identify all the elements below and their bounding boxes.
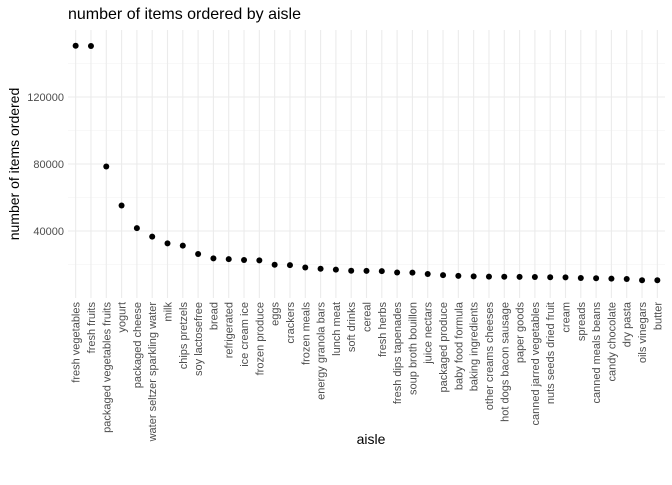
data-point: [654, 277, 661, 284]
data-point: [348, 267, 355, 274]
x-tick-label: cream: [561, 302, 573, 333]
x-tick-label: soy lactosefree: [193, 302, 205, 376]
chart-title: number of items ordered by aisle: [68, 6, 301, 23]
data-point: [72, 42, 79, 49]
data-point: [302, 264, 309, 271]
data-point: [577, 275, 584, 282]
x-tick-label: baking ingredients: [469, 302, 481, 392]
x-tick-label: fresh herbs: [377, 302, 389, 358]
data-point: [378, 268, 385, 275]
x-tick-label: fresh vegetables: [71, 302, 83, 383]
x-tick-label: milk: [163, 302, 175, 322]
x-tick-label: packaged produce: [438, 302, 450, 393]
x-tick-label: nuts seeds dried fruit: [545, 302, 557, 404]
data-point: [363, 267, 370, 274]
data-point: [149, 233, 156, 240]
x-tick-label: soup broth bouillon: [407, 302, 419, 395]
x-tick-label: baby food formula: [453, 301, 465, 390]
data-point: [118, 202, 125, 209]
x-tick-label: fresh dips tapenades: [392, 302, 404, 405]
x-tick-label: candy chocolate: [606, 302, 618, 382]
data-point: [164, 240, 171, 247]
data-point: [409, 269, 416, 276]
y-tick-label: 40000: [33, 226, 64, 238]
x-tick-label: chips pretzels: [178, 302, 190, 370]
x-tick-label: fresh fruits: [86, 302, 98, 354]
x-tick-label: crackers: [285, 302, 297, 344]
data-point: [531, 274, 538, 281]
data-point: [195, 251, 202, 258]
x-tick-label: spreads: [576, 302, 588, 342]
x-tick-label: refrigerated: [224, 302, 236, 358]
data-point: [424, 270, 431, 277]
data-point: [470, 273, 477, 280]
x-tick-label: water seltzer sparkling water: [147, 302, 159, 443]
data-point: [608, 275, 615, 282]
x-tick-label: cereal: [362, 302, 374, 332]
data-point: [547, 274, 554, 281]
y-tick-label: 120000: [27, 92, 64, 104]
data-point: [179, 242, 186, 249]
data-point: [210, 255, 217, 262]
x-tick-label: canned meals beans: [591, 302, 603, 404]
data-point: [593, 275, 600, 282]
x-tick-label: frozen meals: [300, 302, 312, 365]
x-tick-label: frozen produce: [254, 302, 266, 375]
x-tick-label: ice cream ice: [239, 302, 251, 367]
y-axis-title: number of items ordered: [6, 88, 22, 241]
data-point: [623, 275, 630, 282]
data-point: [317, 265, 324, 272]
data-point: [286, 262, 293, 269]
data-point: [87, 42, 94, 49]
data-point: [271, 261, 278, 268]
x-tick-label: soft drinks: [346, 302, 358, 353]
x-tick-label: energy granola bars: [316, 302, 328, 400]
data-point: [516, 273, 523, 280]
data-point: [133, 225, 140, 232]
x-tick-label: packaged vegetables fruits: [101, 302, 113, 433]
data-point: [639, 277, 646, 284]
x-tick-label: oils vinegars: [637, 302, 649, 364]
data-point: [440, 272, 447, 279]
x-tick-label: hot dogs bacon sausage: [499, 302, 511, 422]
data-point: [241, 257, 248, 264]
y-tick-label: 80000: [33, 159, 64, 171]
x-tick-label: lunch meat: [331, 302, 343, 356]
data-point: [562, 274, 569, 281]
data-point: [501, 273, 508, 280]
data-point: [225, 256, 232, 263]
data-points: [72, 42, 661, 284]
data-point: [394, 269, 401, 276]
x-axis-tick-labels: fresh vegetables fresh fruits packaged veg…: [71, 301, 665, 442]
data-point: [485, 273, 492, 280]
x-tick-label: canned jarred vegetables: [530, 302, 542, 426]
data-point: [332, 266, 339, 273]
data-point: [103, 163, 110, 170]
x-tick-label: juice nectars: [423, 302, 435, 365]
x-tick-label: eggs: [270, 302, 282, 326]
x-tick-label: butter: [652, 302, 664, 330]
data-point: [455, 272, 462, 279]
x-tick-label: dry pasta: [622, 301, 634, 347]
x-tick-label: packaged cheese: [132, 302, 144, 388]
x-tick-label: paper goods: [515, 302, 527, 364]
x-tick-label: yogurt: [117, 302, 129, 333]
x-tick-label: bread: [208, 302, 220, 330]
x-tick-label: other creams cheeses: [484, 302, 496, 411]
data-point: [256, 257, 263, 264]
y-axis-tick-labels: 40000 80000 120000: [27, 92, 64, 238]
x-axis-title: aisle: [357, 431, 386, 447]
